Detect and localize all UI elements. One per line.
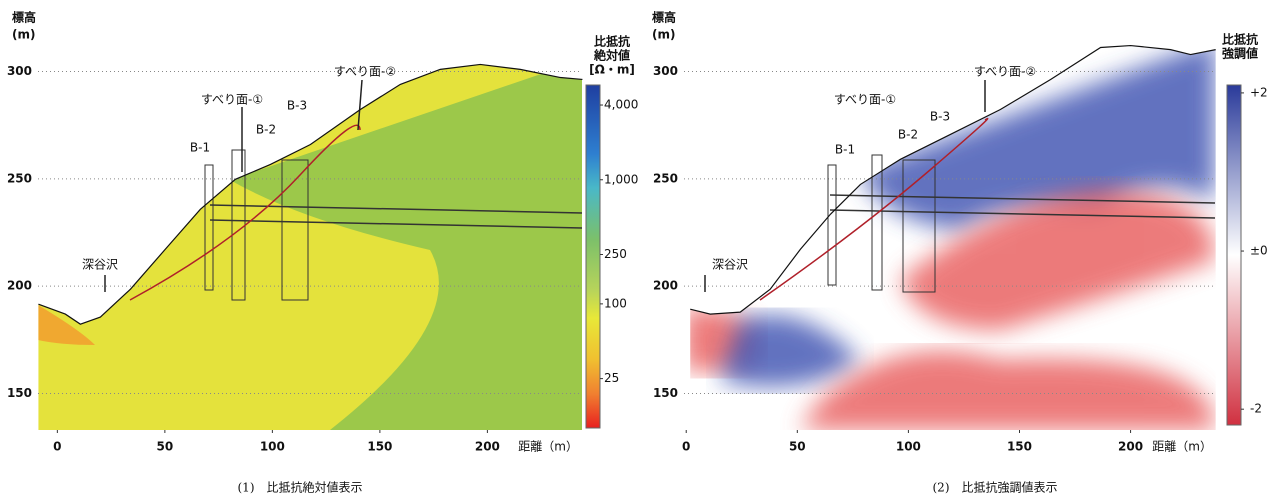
page: 比抵抗断面 {"chart_data": [ {"type": "cross-s…: [0, 0, 1285, 501]
annotation: すべり面-②: [334, 65, 396, 79]
annotation: 深谷沢: [712, 258, 748, 272]
y-axis-label: (m): [652, 28, 675, 42]
annotation: 深谷沢: [82, 258, 118, 272]
annotation: B-1: [835, 143, 855, 157]
annotation: すべり面-①: [834, 93, 896, 107]
y-tick-label: 200: [7, 279, 32, 293]
y-tick-label: 300: [653, 64, 678, 78]
x-tick-label: 0: [53, 440, 61, 454]
caption: (1) 比抵抗絶対値表示: [238, 480, 363, 495]
annotation: B-2: [256, 123, 276, 137]
annotation: B-3: [930, 110, 950, 124]
colorbar-tick-label: 250: [604, 247, 627, 261]
colorbar-tick-label: 1,000: [604, 172, 638, 186]
x-tick-label: 200: [475, 440, 500, 454]
annotation: すべり面-①: [201, 93, 263, 107]
annotation: B-3: [287, 99, 307, 113]
colorbar-title: 強調値: [1222, 46, 1258, 61]
y-axis-label: (m): [12, 28, 35, 42]
figure: 150200250300050100150200すべり面-①すべり面-②B-1B…: [0, 0, 1285, 501]
colorbar-title: [Ω・m]: [589, 63, 635, 77]
resistivity-field: [684, 20, 1215, 430]
colorbar-title: 比抵抗: [1222, 32, 1258, 47]
annotation: B-1: [190, 141, 210, 155]
x-tick-label: 50: [789, 440, 806, 454]
y-tick-label: 300: [7, 64, 32, 78]
resistivity-field: [38, 20, 582, 430]
y-tick-label: 250: [7, 171, 32, 185]
annotation: B-2: [898, 128, 918, 142]
y-tick-label: 250: [653, 171, 678, 185]
colorbar-tick-label: 25: [604, 371, 619, 385]
colorbar: [1227, 85, 1241, 425]
y-axis-label: 標高: [12, 10, 36, 25]
x-tick-label: 100: [896, 440, 921, 454]
body: 150200250300050100150200すべり面-①すべり面-②B-1B…: [0, 0, 1285, 501]
caption: (2) 比抵抗強調値表示: [933, 480, 1058, 495]
x-tick-label: 0: [682, 440, 690, 454]
x-tick-label: 150: [367, 440, 392, 454]
colorbar-tick-label: 100: [604, 296, 627, 310]
x-axis-label: 距離（m）: [518, 440, 578, 454]
y-tick-label: 150: [653, 386, 678, 400]
annotation: すべり面-②: [974, 65, 1036, 79]
colorbar: [586, 85, 600, 428]
x-tick-label: 150: [1007, 440, 1032, 454]
x-tick-label: 200: [1118, 440, 1143, 454]
colorbar-tick-label: -2: [1250, 402, 1262, 416]
y-axis-label: 標高: [652, 10, 676, 25]
colorbar-tick-label: +2: [1250, 85, 1268, 99]
x-tick-label: 100: [260, 440, 285, 454]
x-axis-label: 距離（m）: [1152, 440, 1212, 454]
colorbar-tick-label: ±0: [1250, 244, 1268, 258]
colorbar-title: 絶対値: [593, 48, 630, 63]
y-tick-label: 150: [7, 386, 32, 400]
colorbar-title: 比抵抗: [594, 34, 630, 49]
colorbar-tick-label: 4,000: [604, 98, 638, 112]
y-tick-label: 200: [653, 279, 678, 293]
x-tick-label: 50: [157, 440, 174, 454]
